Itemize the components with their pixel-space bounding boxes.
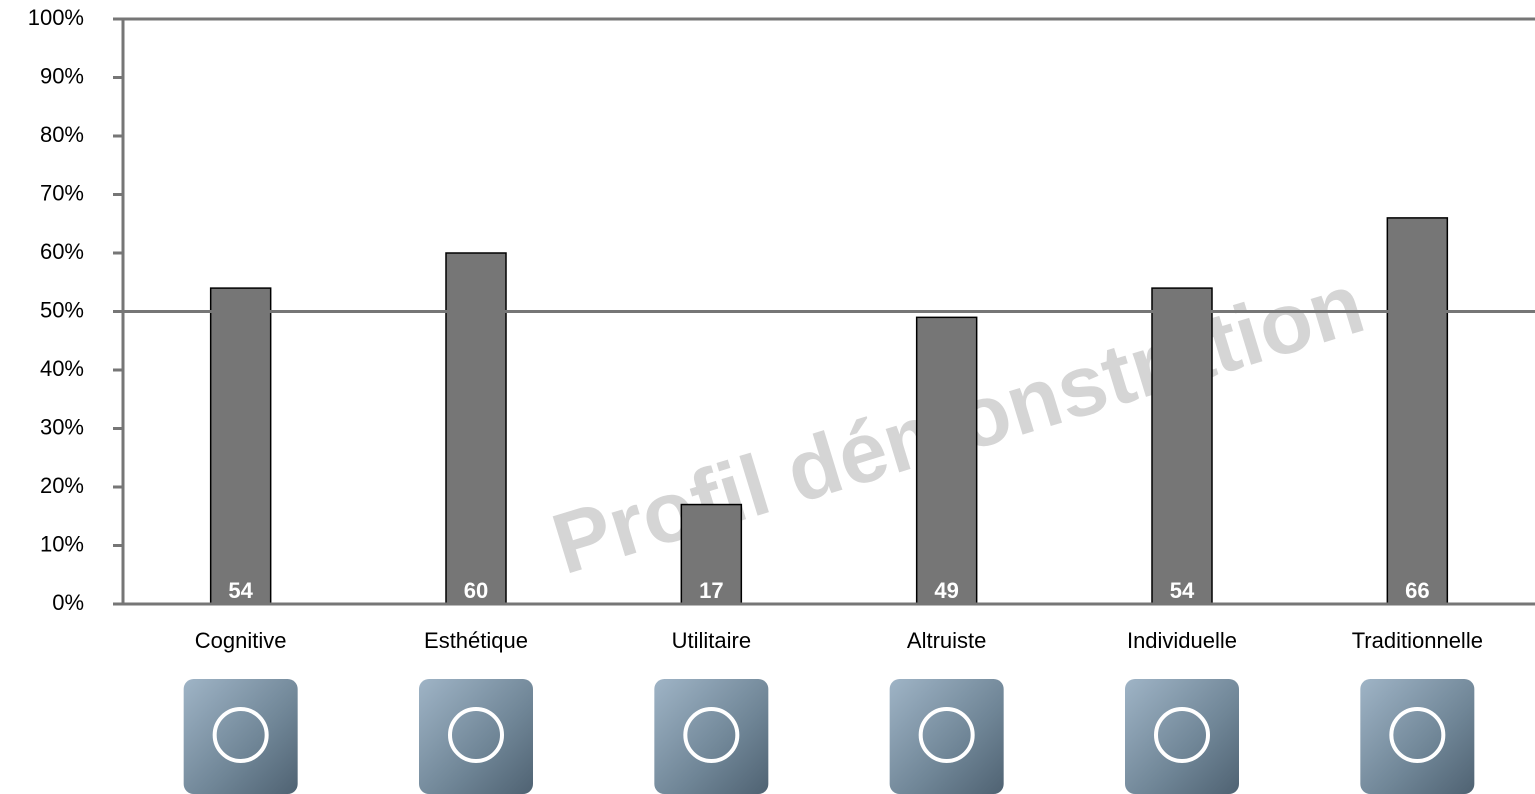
y-tick-label: 10% xyxy=(40,531,84,556)
icon-tile xyxy=(889,679,1004,794)
category-icon xyxy=(1360,679,1475,794)
icon-tile xyxy=(1125,679,1239,794)
y-tick-label: 70% xyxy=(40,180,84,205)
y-tick-label: 90% xyxy=(40,63,84,88)
y-tick-label: 100% xyxy=(28,5,84,30)
y-tick-label: 40% xyxy=(40,356,84,381)
y-tick-label: 60% xyxy=(40,239,84,264)
bar xyxy=(209,287,272,605)
x-tick-label: Utilitaire xyxy=(672,628,751,653)
category-icon xyxy=(654,679,769,794)
value-label: 54 xyxy=(1170,578,1195,603)
icon-glyph xyxy=(448,707,504,763)
bar xyxy=(1386,217,1449,605)
category-icon xyxy=(1125,679,1239,794)
y-tick-label: 0% xyxy=(52,590,84,615)
x-tick-label: Cognitive xyxy=(195,628,287,653)
icon-tile xyxy=(654,679,769,794)
bar xyxy=(445,252,507,605)
value-label: 60 xyxy=(464,578,488,603)
y-tick-label: 30% xyxy=(40,414,84,439)
category-icon xyxy=(183,679,298,794)
value-label: 49 xyxy=(934,578,958,603)
icon-glyph xyxy=(683,707,740,763)
icons xyxy=(183,679,1475,794)
icon-glyph xyxy=(1389,707,1446,763)
bar xyxy=(915,316,978,605)
y-tick-label: 80% xyxy=(40,122,84,147)
x-tick-label: Esthétique xyxy=(424,628,528,653)
value-label: 54 xyxy=(228,578,253,603)
y-tick-label: 20% xyxy=(40,473,84,498)
x-tick-label: Individuelle xyxy=(1127,628,1237,653)
icon-glyph xyxy=(212,707,269,763)
icon-glyph xyxy=(918,707,975,763)
icon-tile xyxy=(419,679,533,794)
y-tick-label: 50% xyxy=(40,297,84,322)
x-tick-label: Altruiste xyxy=(907,628,986,653)
value-label: 17 xyxy=(699,578,723,603)
bar xyxy=(680,503,743,605)
category-icon xyxy=(889,679,1004,794)
category-icon xyxy=(419,679,533,794)
bar xyxy=(1151,287,1213,605)
x-tick-label: Traditionnelle xyxy=(1352,628,1483,653)
icon-glyph xyxy=(1154,707,1210,763)
icon-tile xyxy=(1360,679,1475,794)
icon-tile xyxy=(183,679,298,794)
value-label: 66 xyxy=(1405,578,1429,603)
